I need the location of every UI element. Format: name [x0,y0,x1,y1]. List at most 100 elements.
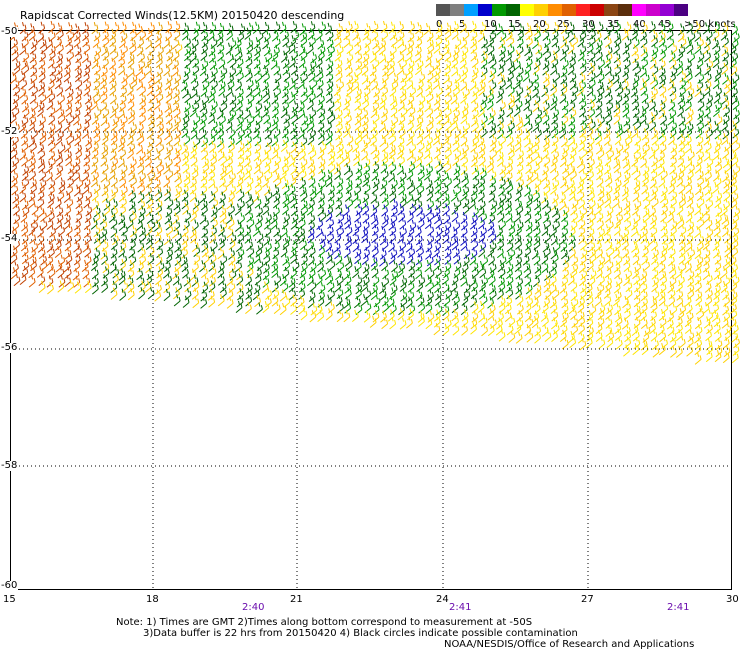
wind-barb [551,56,559,69]
wind-barb [669,71,676,84]
wind-barb [489,79,497,92]
wind-barb [415,22,422,35]
wind-barb [415,36,423,49]
wind-barb [130,77,138,90]
wind-barb [334,49,342,62]
wind-barb [423,22,431,36]
wind-barb [246,77,254,90]
wind-barb [460,36,468,50]
wind-barb [658,76,666,89]
wind-barb [685,70,693,83]
wind-barb [452,44,460,57]
wind-barb [479,71,487,84]
wind-barb [292,29,300,42]
wind-barb [433,41,441,54]
wind-barb [157,44,164,57]
wind-barb [234,44,242,57]
wind-barb [191,78,199,91]
wind-barb [38,84,45,97]
wind-barb [532,62,540,75]
lon-label-30: 30 [726,594,739,605]
wind-barb [147,71,155,84]
wind-barb [283,69,291,82]
wind-barb [373,43,381,56]
wind-barb [256,30,264,43]
wind-barb [649,56,657,70]
wind-barb [470,69,478,83]
wind-barb [642,72,650,85]
wind-barb [561,57,569,70]
wind-barb [63,70,71,83]
wind-barb [346,79,354,92]
wind-barb [397,50,405,64]
wind-barb [217,22,225,36]
wind-barb [470,28,478,42]
legend-label: 25 [557,19,570,30]
wind-barb [306,42,314,55]
wind-barb [721,22,729,35]
wind-barb [30,71,38,84]
wind-barb [606,78,613,91]
wind-barb [605,50,613,63]
wind-barb [613,51,621,64]
wind-barb [729,56,737,69]
wind-barb [326,36,334,50]
wind-barb [300,29,308,42]
wind-barb [480,64,488,78]
wind-barb [697,50,705,63]
wind-barb [659,49,666,62]
wind-barb [670,42,678,55]
wind-barb [154,36,162,49]
wind-barb [154,71,162,84]
lon-label-15: 15 [3,594,16,605]
wind-barb [445,78,453,91]
wind-barb [427,42,435,55]
wind-barb [676,48,684,62]
wind-barb [379,78,387,91]
wind-barb [39,50,46,63]
wind-barb [508,62,516,76]
wind-barb [346,51,354,64]
wind-barb [405,49,413,62]
wind-barb [454,71,461,84]
wind-barb [408,20,415,34]
wind-barb [489,56,497,69]
wind-barb [290,20,298,34]
wind-barb [84,78,92,91]
wind-barb [704,49,711,63]
wind-barb [225,42,233,55]
wind-barb [184,56,192,69]
wind-barb [130,28,137,42]
wind-barb [414,62,422,76]
wind-barb [632,23,640,36]
wind-barb [407,37,415,50]
wind-barb [74,44,82,57]
wind-barb [93,29,101,42]
wind-barb [66,41,74,55]
wind-barb [55,22,63,35]
wind-barb [396,63,404,76]
wind-barb [667,36,675,49]
time-label-3: 2:41 [667,602,690,613]
lat-label-54: -54 [0,233,19,244]
wind-barb [326,78,334,91]
wind-barb [166,49,174,62]
wind-barb [282,78,290,92]
wind-barb [22,50,30,63]
wind-barb [660,42,668,55]
wind-barb [488,70,495,83]
wind-barb [172,48,180,62]
wind-barb [688,50,696,63]
wind-barb [622,42,630,55]
wind-barb [48,29,56,42]
wind-barb [676,63,684,77]
wind-barb [595,49,603,62]
wind-barb [344,58,352,71]
legend-swatch [464,4,478,16]
wind-barb [705,28,713,41]
wind-barb [513,58,521,71]
wind-barb [424,55,432,68]
legend-label: 45 [658,19,671,30]
wind-barb [316,77,324,90]
wind-barb [299,23,307,36]
